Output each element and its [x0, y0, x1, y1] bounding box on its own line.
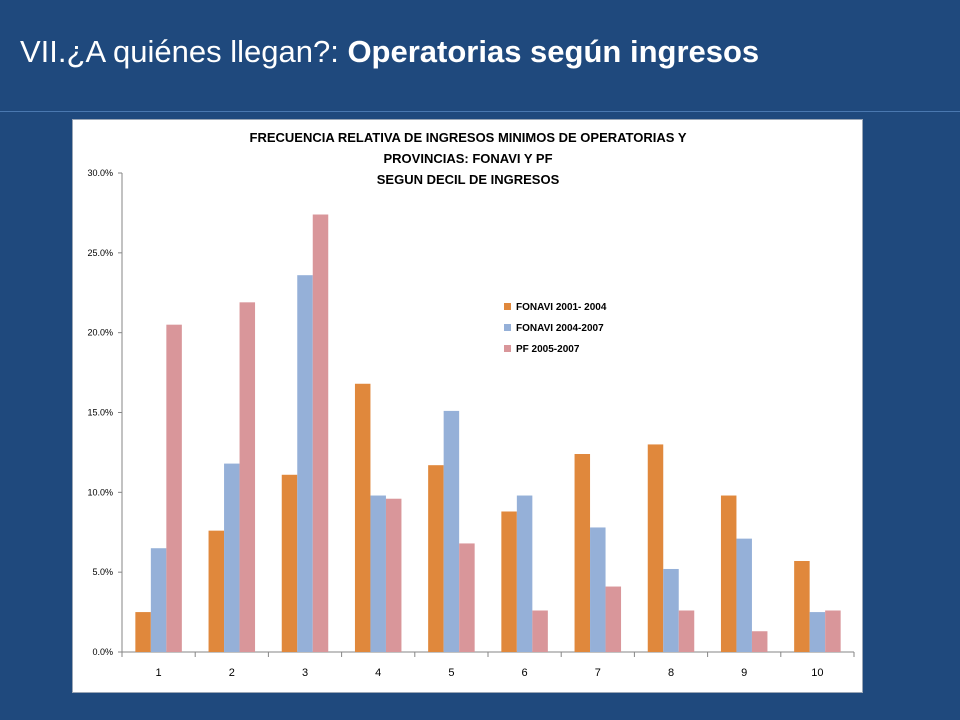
- bar: [663, 568, 679, 652]
- bar: [809, 612, 826, 652]
- slide-title-bold: Operatorias según ingresos: [347, 34, 760, 69]
- bar-chart: FRECUENCIA RELATIVA DE INGRESOS MINIMOS …: [87, 130, 855, 679]
- legend-swatch: [504, 324, 511, 331]
- x-tick-label: 8: [668, 667, 674, 679]
- chart-title-line: SEGUN DECIL DE INGRESOS: [377, 172, 560, 187]
- bar: [428, 465, 444, 652]
- bar: [297, 275, 313, 652]
- y-tick-label: 25.0%: [87, 248, 113, 258]
- bar: [720, 495, 737, 652]
- bar: [239, 302, 256, 652]
- slide-title: VII.¿A quiénes llegan?: Operatorias segú…: [20, 36, 759, 67]
- y-tick-label: 10.0%: [87, 487, 113, 497]
- legend-label: FONAVI 2001- 2004: [516, 302, 607, 313]
- y-tick-label: 20.0%: [87, 328, 113, 338]
- legend-label: PF 2005-2007: [516, 344, 580, 355]
- bar: [281, 474, 298, 652]
- x-tick-label: 5: [448, 667, 454, 679]
- y-tick-label: 15.0%: [87, 408, 113, 418]
- bar: [150, 548, 167, 652]
- bar: [590, 527, 606, 652]
- x-tick-label: 4: [375, 667, 381, 679]
- x-tick-label: 3: [302, 667, 308, 679]
- y-tick-label: 5.0%: [92, 567, 113, 577]
- slide-title-prefix: VII.¿A quiénes llegan?:: [20, 34, 348, 69]
- bar: [574, 454, 591, 652]
- x-tick-label: 10: [811, 667, 823, 679]
- y-tick-label: 0.0%: [92, 647, 113, 657]
- x-tick-label: 9: [741, 667, 747, 679]
- bar: [532, 610, 548, 652]
- bar: [135, 612, 151, 652]
- legend-swatch: [504, 303, 511, 310]
- bar: [385, 498, 402, 652]
- bar: [825, 610, 841, 652]
- bar: [224, 463, 240, 652]
- bar: [516, 495, 533, 652]
- chart-container: FRECUENCIA RELATIVA DE INGRESOS MINIMOS …: [72, 119, 863, 693]
- title-divider: [0, 111, 960, 112]
- x-tick-label: 6: [522, 667, 528, 679]
- bar: [166, 324, 182, 652]
- x-tick-label: 7: [595, 667, 601, 679]
- bar: [370, 495, 386, 652]
- bar: [501, 511, 517, 652]
- bar: [751, 631, 768, 652]
- legend-label: FONAVI 2004-2007: [516, 323, 604, 334]
- chart-title-line: FRECUENCIA RELATIVA DE INGRESOS MINIMOS …: [250, 130, 687, 145]
- bar: [605, 586, 622, 652]
- bar: [647, 444, 664, 652]
- bar: [354, 383, 371, 652]
- chart-title-line: PROVINCIAS: FONAVI Y PF: [383, 151, 552, 166]
- bar: [794, 560, 810, 652]
- bar: [736, 538, 752, 652]
- bar: [208, 530, 225, 652]
- bar: [678, 610, 695, 652]
- bar: [459, 543, 475, 652]
- x-tick-label: 2: [229, 667, 235, 679]
- x-tick-label: 1: [156, 667, 162, 679]
- legend-swatch: [504, 345, 511, 352]
- y-tick-label: 30.0%: [87, 168, 113, 178]
- bar: [312, 214, 329, 652]
- bar: [443, 410, 460, 652]
